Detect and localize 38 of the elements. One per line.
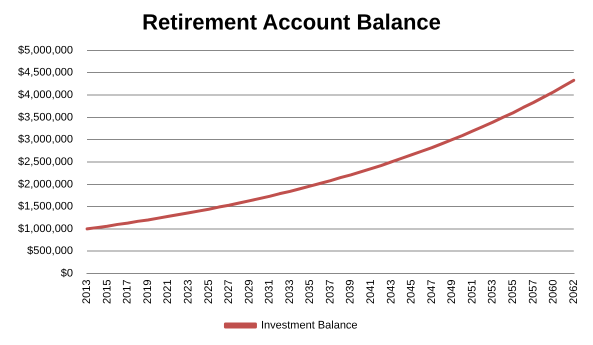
x-tick-label: 2049 <box>446 280 458 304</box>
y-tick-label: $2,500,000 <box>18 156 74 168</box>
x-tick-label: 2060 <box>548 280 560 304</box>
x-tick-label: 2031 <box>264 280 276 304</box>
y-tick-label: $5,000,000 <box>18 44 74 56</box>
x-tick-label: 2051 <box>466 280 478 304</box>
x-tick-label: 2019 <box>142 280 154 304</box>
y-tick-label: $4,000,000 <box>18 89 74 102</box>
x-tick-label: 2021 <box>162 280 174 304</box>
x-tick-label: 2025 <box>202 280 215 304</box>
x-tick-label: 2039 <box>344 280 357 304</box>
x-tick-label: 2057 <box>527 280 540 304</box>
x-tick-label: 2035 <box>304 280 316 304</box>
x-tick-label: 2053 <box>486 280 499 304</box>
y-tick-label: $1,500,000 <box>18 200 74 213</box>
x-tick-label: 2062 <box>568 280 580 304</box>
chart-title: Retirement Account Balance <box>142 9 441 34</box>
x-tick-label: 2027 <box>223 280 236 304</box>
y-tick-label: $3,500,000 <box>18 111 74 124</box>
x-tick-label: 2055 <box>506 280 519 304</box>
x-tick-label: 2017 <box>122 280 134 304</box>
x-tick-label: 2033 <box>284 280 296 304</box>
x-tick-label: 2047 <box>426 280 438 304</box>
x-tick-label: 2015 <box>101 280 114 304</box>
y-tick-label: $3,000,000 <box>18 134 74 146</box>
x-tick-label: 2029 <box>243 280 256 304</box>
x-tick-label: 2041 <box>365 280 378 304</box>
x-tick-label: 2023 <box>182 280 194 304</box>
x-tick-label: 2037 <box>324 280 336 304</box>
x-tick-label: 2045 <box>406 280 418 304</box>
y-tick-label: $0 <box>60 268 74 280</box>
x-tick-label: 2043 <box>385 280 398 304</box>
y-tick-label: $1,000,000 <box>18 222 74 235</box>
y-tick-label: $4,500,000 <box>18 66 74 79</box>
legend-label: Investment Balance <box>260 320 358 332</box>
y-tick-label: $500,000 <box>27 245 74 258</box>
x-tick-label: 2013 <box>81 280 94 304</box>
y-tick-label: $2,000,000 <box>18 178 74 190</box>
